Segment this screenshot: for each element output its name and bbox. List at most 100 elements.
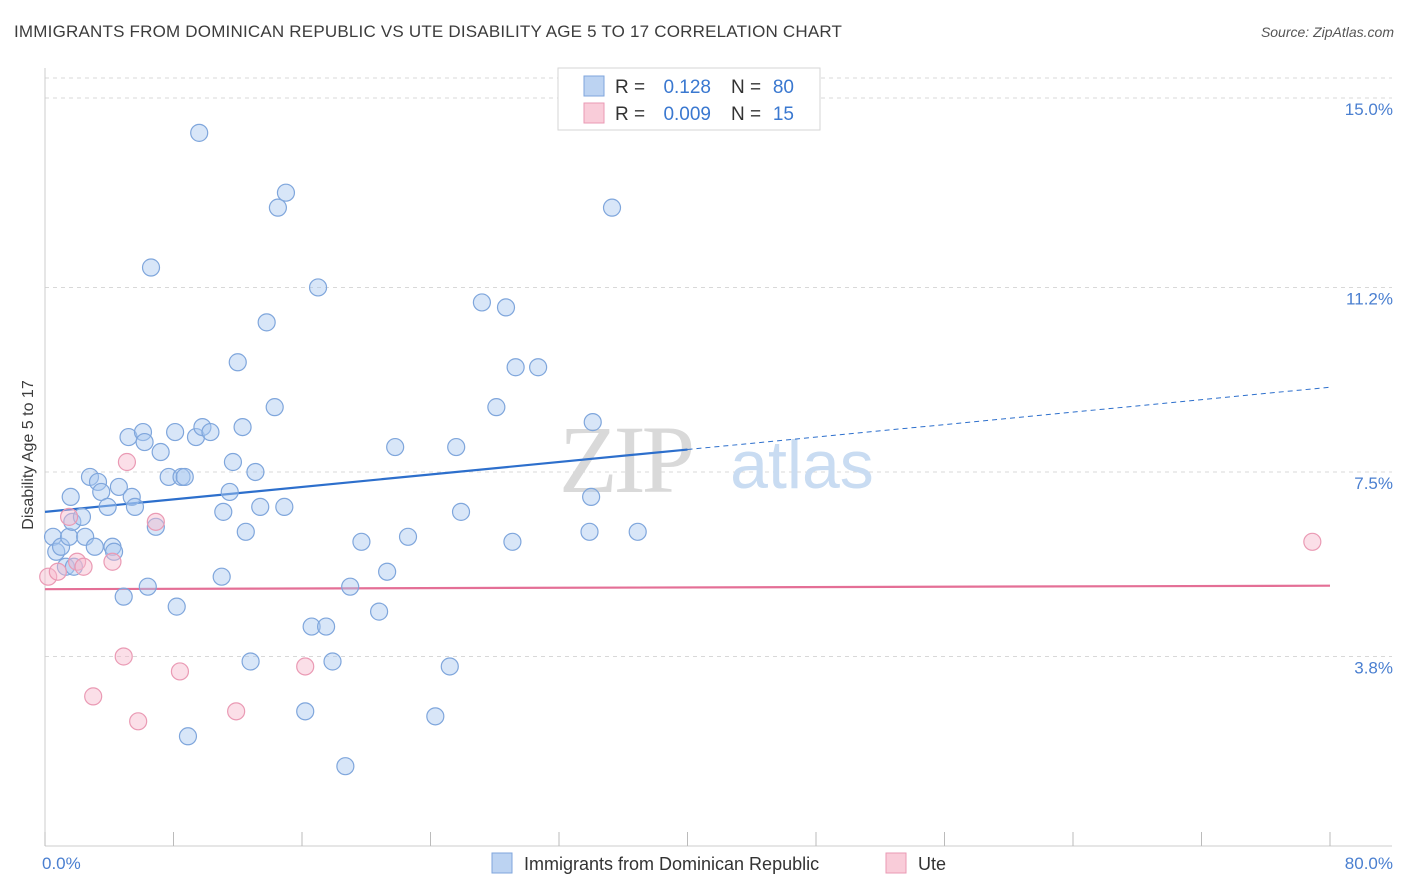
point-blue-41 [223, 452, 243, 472]
point-blue-54 [302, 617, 321, 636]
point-blue-14 [98, 497, 117, 516]
point-blue-26 [146, 517, 165, 536]
point-blue-29 [166, 422, 185, 442]
point-blue-8 [72, 507, 92, 526]
point-blue-63 [386, 437, 405, 457]
point-blue-64 [398, 527, 418, 546]
point-pink-12 [227, 702, 246, 721]
point-blue-42 [228, 353, 247, 372]
point-pink-5 [84, 687, 103, 706]
point-blue-43 [233, 417, 252, 437]
point-blue-28 [159, 467, 178, 487]
point-pink-11 [170, 662, 190, 681]
point-blue-12 [88, 472, 108, 492]
legend-r-value-2: 0.009 [663, 104, 711, 125]
svg-text:R =: R = [615, 77, 645, 98]
point-blue-32 [175, 467, 194, 487]
point-blue-79 [628, 522, 647, 541]
point-blue-49 [265, 398, 284, 417]
bottom-legend-swatch-pink [885, 852, 907, 874]
point-blue-60 [352, 532, 371, 551]
point-pink-6 [103, 552, 122, 571]
trend-line-pink [44, 584, 1331, 591]
point-blue-50 [268, 198, 288, 217]
point-blue-9 [76, 527, 95, 546]
legend-swatch-blue [583, 75, 605, 97]
point-pink-8 [117, 452, 137, 472]
x-tick-labels: 0.0% 80.0% [42, 854, 1393, 873]
point-blue-33 [178, 727, 198, 746]
point-blue-56 [316, 617, 336, 636]
point-blue-20 [122, 487, 141, 507]
point-blue-68 [451, 502, 471, 521]
y-tick-label-1: 7.5% [1354, 474, 1393, 493]
point-blue-76 [582, 487, 601, 507]
data-points [39, 123, 1322, 776]
point-pink-14 [1303, 532, 1322, 551]
chart-title: IMMIGRANTS FROM DOMINICAN REPUBLIC VS UT… [14, 22, 843, 41]
point-blue-51 [275, 497, 294, 516]
point-blue-65 [426, 707, 445, 726]
point-blue-67 [447, 437, 466, 457]
point-blue-13 [92, 482, 111, 502]
y-tick-labels: 3.8% 7.5% 11.2% 15.0% [1345, 100, 1393, 678]
point-blue-5 [61, 487, 80, 507]
point-blue-61 [370, 602, 389, 621]
point-blue-37 [201, 422, 220, 442]
point-blue-48 [257, 313, 276, 332]
trend-lines [44, 386, 1331, 591]
point-blue-23 [135, 432, 154, 452]
point-blue-39 [214, 502, 233, 521]
point-blue-70 [487, 398, 506, 417]
point-blue-71 [496, 298, 516, 317]
x-tick-label-end: 80.0% [1345, 854, 1393, 873]
point-blue-74 [529, 358, 548, 377]
axes [44, 68, 1392, 847]
point-blue-34 [186, 427, 206, 447]
y-axis-label: Disability Age 5 to 17 [20, 380, 37, 530]
trend-line-blue [44, 448, 688, 513]
point-pink-4 [74, 557, 93, 576]
y-tick-label-3: 15.0% [1345, 100, 1393, 119]
point-blue-25 [141, 258, 161, 277]
point-pink-10 [146, 512, 165, 531]
point-blue-6 [63, 512, 82, 531]
legend-r-value-1: 0.128 [663, 77, 711, 98]
point-blue-47 [251, 497, 270, 516]
point-blue-35 [190, 123, 209, 142]
point-blue-59 [341, 577, 360, 596]
point-blue-58 [336, 757, 355, 776]
point-blue-17 [109, 477, 128, 497]
legend-r-label-1: R = [615, 77, 645, 98]
legend-r-label-2: R = [615, 104, 645, 125]
point-pink-0 [39, 567, 58, 586]
point-blue-72 [503, 532, 522, 551]
point-pink-13 [296, 657, 315, 676]
point-blue-38 [212, 567, 231, 586]
point-blue-30 [167, 597, 186, 616]
bottom-legend: Immigrants from Dominican Republic Ute [491, 852, 946, 874]
point-blue-27 [151, 442, 170, 462]
point-blue-75 [580, 522, 599, 541]
legend-box: R = 0.128 N = 80 R = 0.009 N = 15 [557, 67, 821, 131]
point-blue-4 [59, 527, 79, 546]
point-pink-9 [129, 712, 148, 731]
point-pink-1 [48, 562, 67, 581]
point-blue-73 [506, 358, 525, 377]
point-blue-11 [85, 537, 104, 556]
point-blue-40 [220, 482, 239, 502]
bottom-legend-swatch-blue [491, 852, 513, 874]
point-blue-46 [246, 462, 265, 482]
point-blue-53 [296, 702, 315, 721]
legend-n-label-2: N = [731, 104, 761, 125]
bottom-legend-label-pink: Ute [918, 854, 946, 874]
watermark-atlas: atlas [730, 427, 874, 503]
point-blue-69 [472, 293, 491, 312]
point-blue-44 [236, 522, 255, 541]
point-blue-62 [378, 562, 397, 581]
point-blue-78 [602, 198, 622, 217]
point-blue-18 [114, 587, 133, 606]
bottom-legend-label-blue: Immigrants from Dominican Republic [524, 854, 819, 874]
point-blue-24 [138, 577, 157, 596]
